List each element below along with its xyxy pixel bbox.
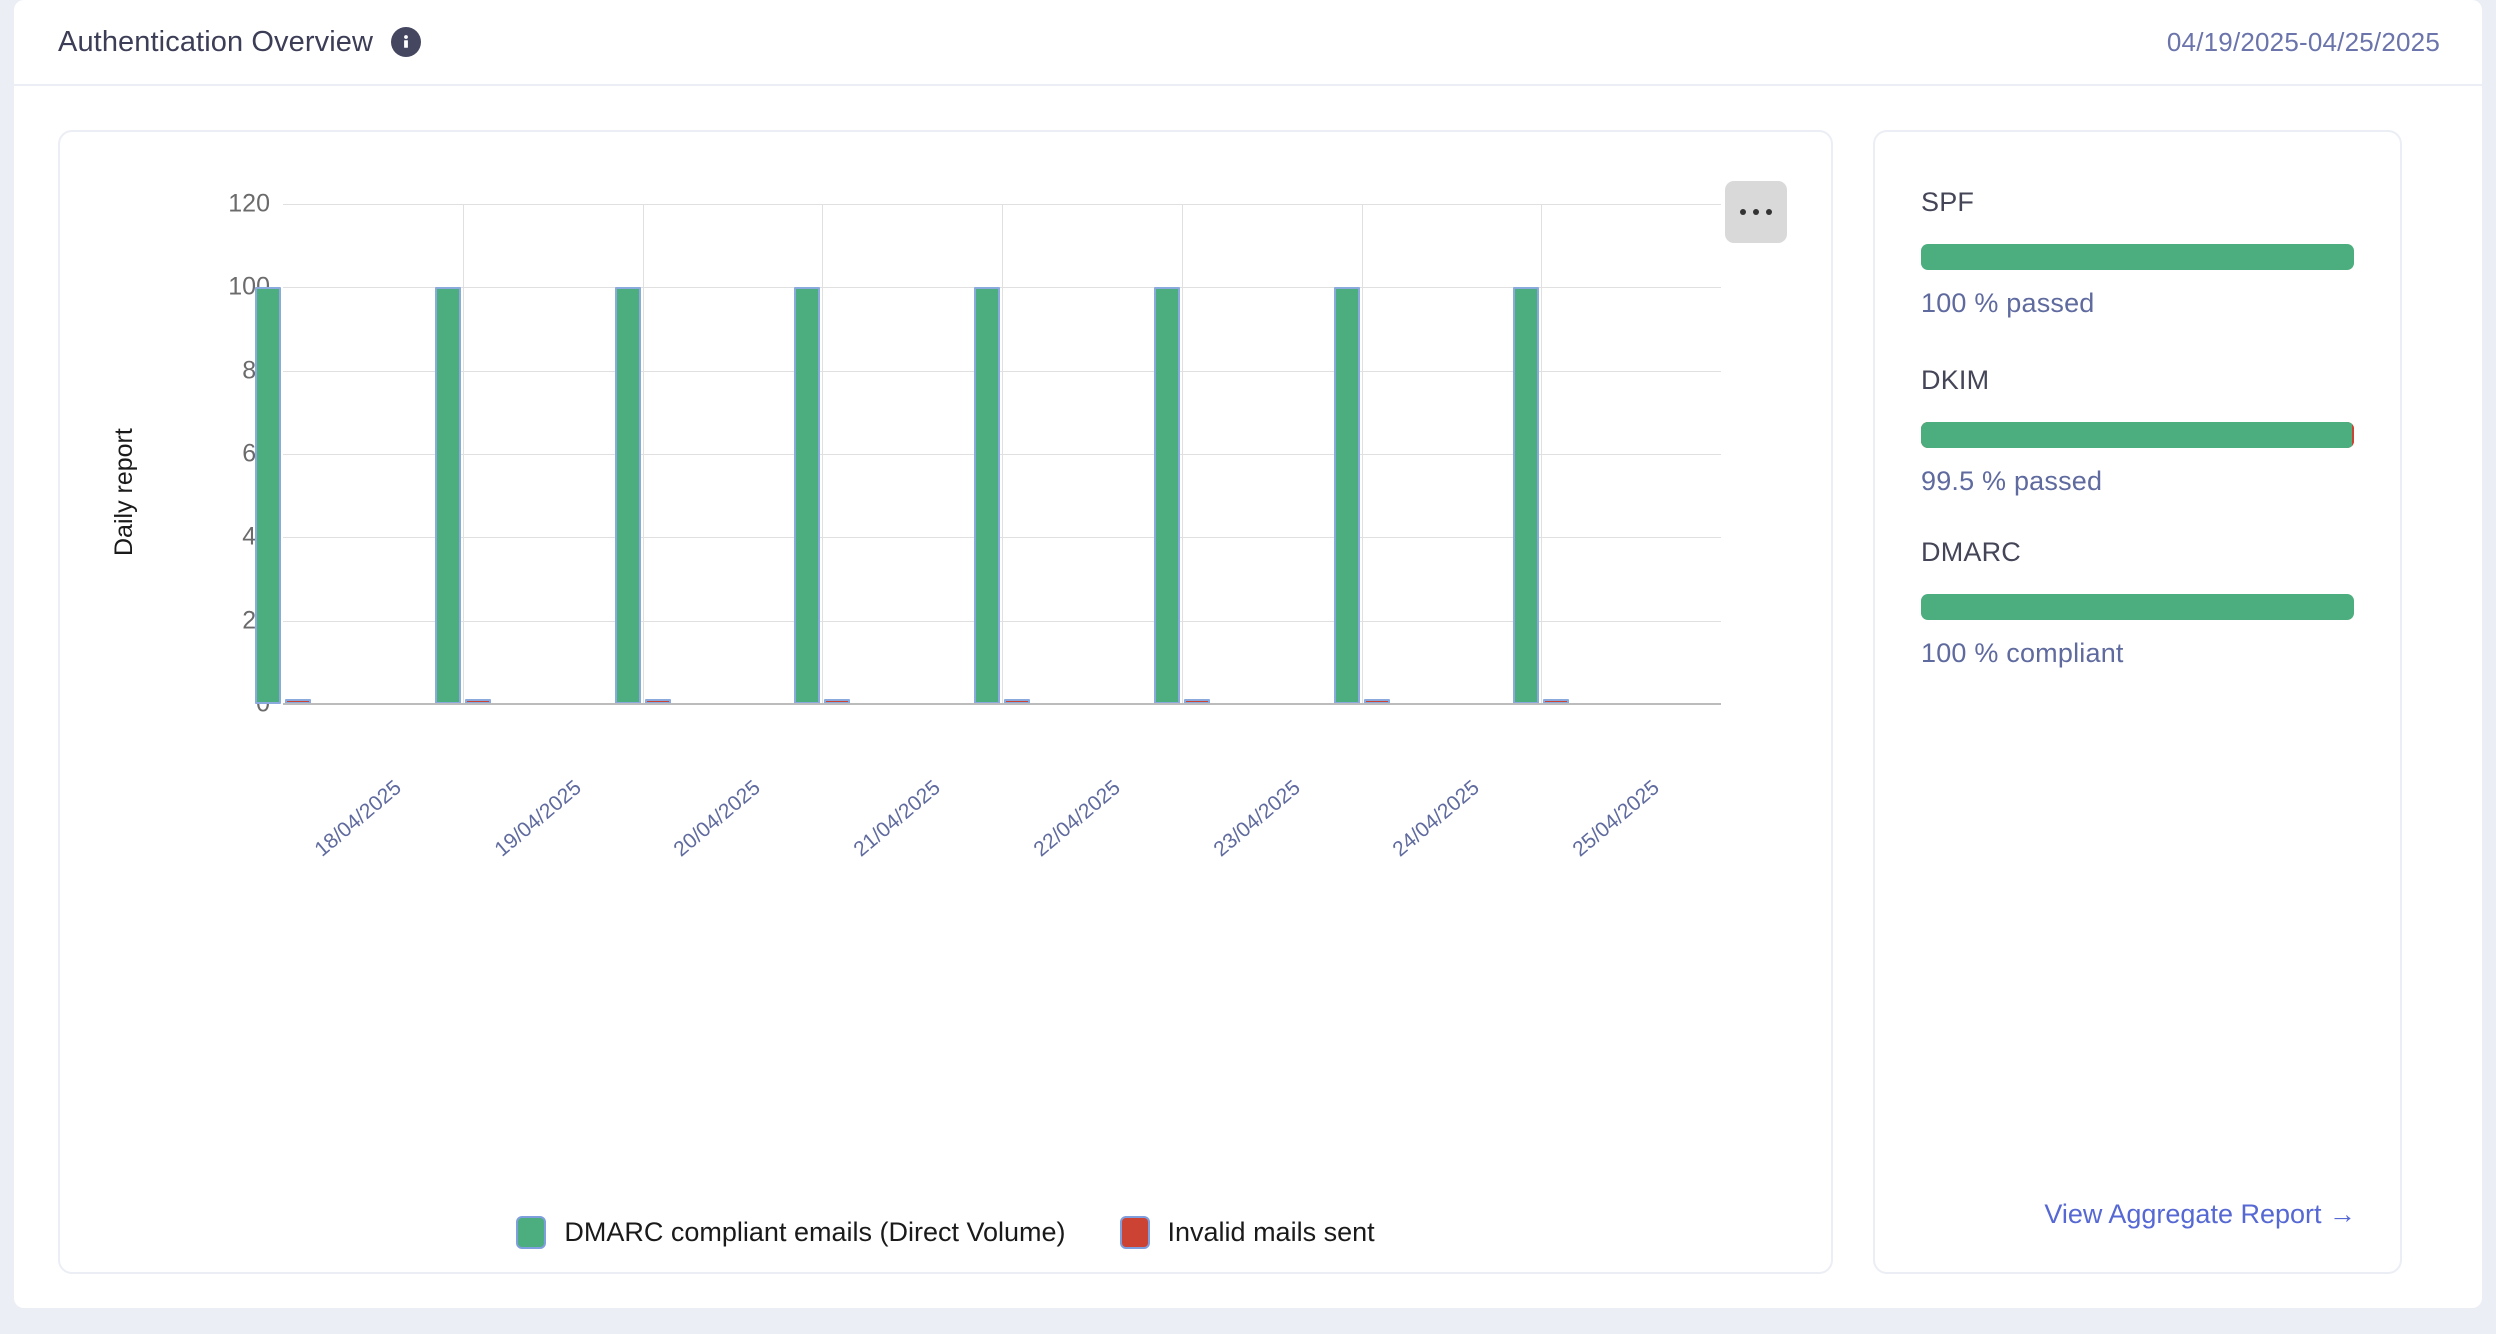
chart-legend: DMARC compliant emails (Direct Volume) In…	[60, 1216, 1831, 1249]
bar-group	[1153, 204, 1362, 704]
ellipsis-icon[interactable]	[1725, 181, 1787, 243]
bar-group	[255, 204, 463, 704]
progress-passed-segment	[1921, 422, 2352, 448]
metric-item: SPF 100 % passed	[1921, 187, 2354, 319]
date-range-label[interactable]: 04/19/2025-04/25/2025	[2166, 26, 2440, 57]
x-tick-label: 24/04/2025	[1388, 776, 1485, 862]
page-title: Authentication Overview	[58, 25, 374, 58]
cards-row: Daily report 020406080100120 18/04/20251…	[58, 130, 2442, 1274]
bar[interactable]	[974, 287, 1000, 704]
bar[interactable]	[255, 287, 281, 704]
header-right-group: 04/19/2025-04/25/2025	[2167, 27, 2440, 58]
x-tick-label: 20/04/2025	[669, 776, 766, 862]
panel-header: Authentication Overview 04/19/2025-04/25…	[14, 0, 2482, 86]
bar[interactable]	[614, 287, 641, 704]
metric-progress-bar	[1921, 422, 2354, 448]
x-tick-label: 22/04/2025	[1029, 776, 1125, 862]
x-tick-label: 18/04/2025	[310, 776, 406, 862]
bar-group	[434, 204, 643, 704]
header-left-group: Authentication Overview	[58, 25, 422, 59]
metric-value: 100 % compliant	[1921, 638, 2124, 668]
gridline-vertical	[822, 204, 824, 704]
legend-swatch	[1119, 1216, 1150, 1249]
metric-progress-bar	[1921, 244, 2354, 270]
progress-failed-segment	[2351, 422, 2354, 448]
gridline-vertical	[1002, 204, 1003, 704]
gridline-vertical	[462, 204, 464, 704]
bar-group	[1333, 204, 1542, 704]
bar[interactable]	[434, 287, 461, 704]
metric-name: DKIM	[1921, 365, 1990, 395]
gridline-vertical	[642, 204, 644, 704]
gridline-vertical	[1361, 204, 1363, 704]
view-aggregate-report-link[interactable]: View Aggregate Report →	[2044, 1199, 2356, 1229]
bar[interactable]	[1153, 287, 1180, 704]
metric-item: DKIM 99.5 % passed	[1921, 365, 2354, 497]
legend-item[interactable]: Invalid mails sent	[1119, 1216, 1375, 1249]
bar[interactable]	[1333, 287, 1360, 704]
gridline-vertical	[1541, 204, 1543, 704]
legend-label: DMARC compliant emails (Direct Volume)	[564, 1217, 1066, 1247]
plot-wrapper: Daily report 020406080100120 18/04/20251…	[60, 132, 1831, 1272]
bar[interactable]	[794, 287, 821, 704]
y-tick-label: 120	[228, 189, 270, 218]
x-tick-label: 23/04/2025	[1209, 776, 1305, 862]
dot	[1753, 209, 1759, 215]
bars-layer	[255, 204, 1721, 704]
x-tick-label: 25/04/2025	[1568, 776, 1664, 862]
x-tick-label: 19/04/2025	[490, 776, 586, 862]
bar-chart: Daily report 020406080100120 18/04/20251…	[60, 132, 1831, 1272]
metric-progress-bar	[1921, 594, 2354, 620]
progress-passed-segment	[1921, 244, 2354, 270]
panel-body: Daily report 020406080100120 18/04/20251…	[14, 86, 2482, 1308]
metric-value: 99.5 % passed	[1921, 466, 2103, 496]
legend-label: Invalid mails sent	[1167, 1217, 1375, 1247]
x-tick-label: 21/04/2025	[849, 776, 945, 862]
dot	[1766, 209, 1772, 215]
bar-group	[974, 204, 1182, 704]
legend-swatch	[516, 1216, 547, 1249]
plot-area	[255, 204, 1721, 705]
x-axis-line	[283, 703, 1721, 705]
auth-summary-card: SPF 100 % passed DKIM 99.5 % passed DMARC 100…	[1873, 130, 2402, 1274]
bar-group	[1513, 204, 1721, 704]
metric-name: SPF	[1921, 187, 1975, 217]
metric-name: DMARC	[1921, 537, 2021, 567]
bar[interactable]	[1513, 287, 1540, 704]
chart-card: Daily report 020406080100120 18/04/20251…	[58, 130, 1833, 1274]
metric-value: 100 % passed	[1921, 288, 2095, 318]
metrics-list: SPF 100 % passed DKIM 99.5 % passed DMARC 100…	[1875, 132, 2400, 669]
dot	[1740, 209, 1746, 215]
metric-item: DMARC 100 % compliant	[1921, 537, 2354, 669]
info-circle-icon[interactable]	[391, 27, 422, 57]
progress-passed-segment	[1921, 594, 2354, 620]
authentication-overview-panel: Authentication Overview 04/19/2025-04/25…	[14, 0, 2482, 1308]
legend-item[interactable]: DMARC compliant emails (Direct Volume)	[516, 1216, 1066, 1249]
y-axis-tick-labels: 020406080100120	[60, 132, 270, 1272]
gridline-vertical	[1181, 204, 1183, 704]
